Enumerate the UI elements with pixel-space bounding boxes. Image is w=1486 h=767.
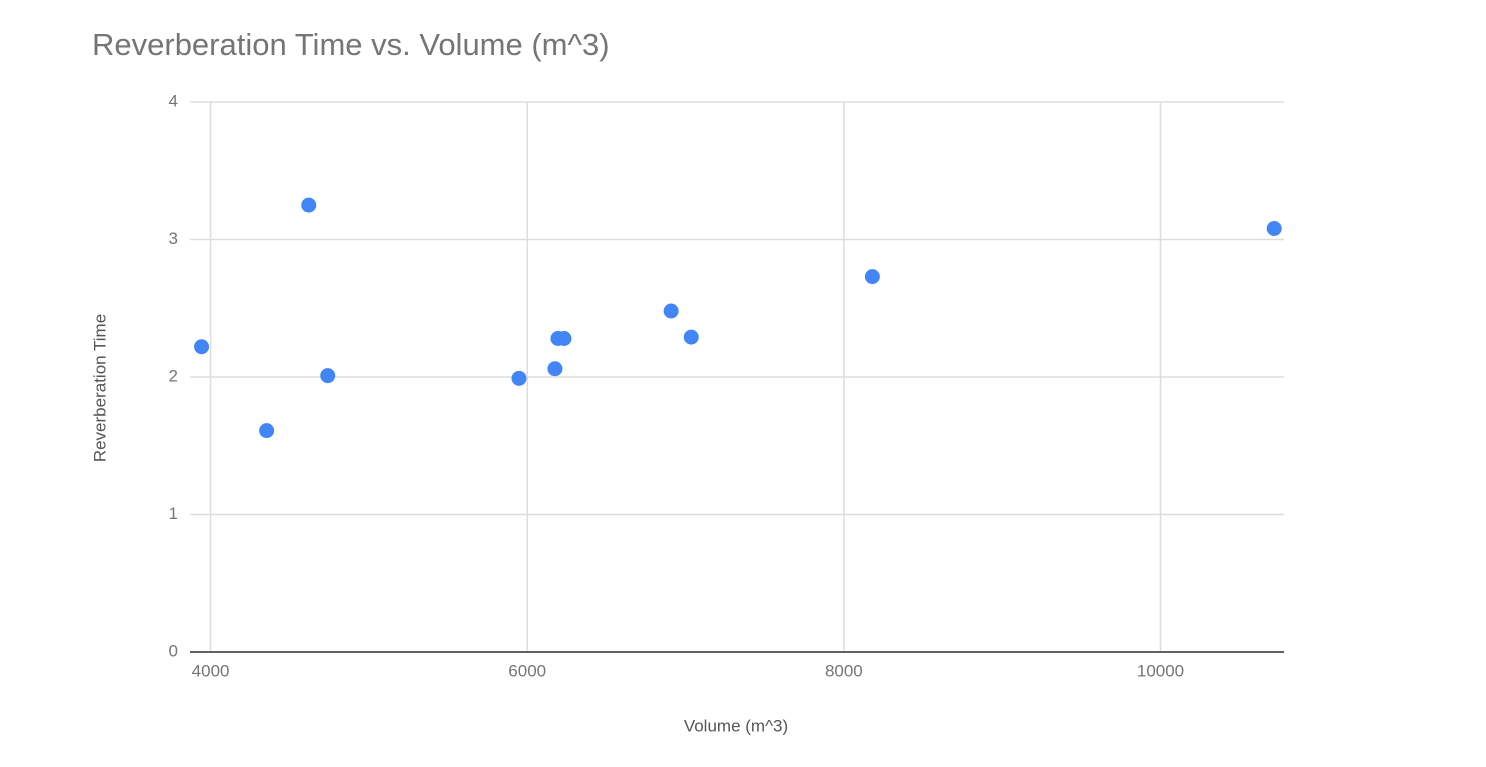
y-axis-label: Reverberation Time bbox=[90, 314, 109, 462]
x-tick-label: 6000 bbox=[508, 661, 546, 680]
point bbox=[547, 361, 563, 377]
point bbox=[663, 303, 679, 319]
y-tick-label: 1 bbox=[169, 504, 178, 523]
point bbox=[556, 331, 572, 346]
point bbox=[320, 368, 336, 384]
point bbox=[683, 329, 699, 345]
x-tick-label: 8000 bbox=[825, 661, 863, 680]
y-tick-label: 4 bbox=[169, 91, 178, 110]
y-tick-label: 0 bbox=[169, 641, 178, 660]
point bbox=[259, 423, 275, 439]
y-tick-label: 2 bbox=[169, 366, 178, 385]
point bbox=[194, 339, 210, 355]
x-axis-label: Volume (m^3) bbox=[684, 716, 788, 735]
x-tick-label: 4000 bbox=[192, 661, 230, 680]
point bbox=[1266, 221, 1282, 236]
point bbox=[511, 370, 527, 386]
x-tick-label: 10000 bbox=[1137, 661, 1184, 680]
point bbox=[301, 197, 317, 213]
y-tick-label: 3 bbox=[169, 229, 178, 248]
point bbox=[864, 269, 880, 285]
chart-title: Reverberation Time vs. Volume (m^3) bbox=[92, 27, 610, 62]
